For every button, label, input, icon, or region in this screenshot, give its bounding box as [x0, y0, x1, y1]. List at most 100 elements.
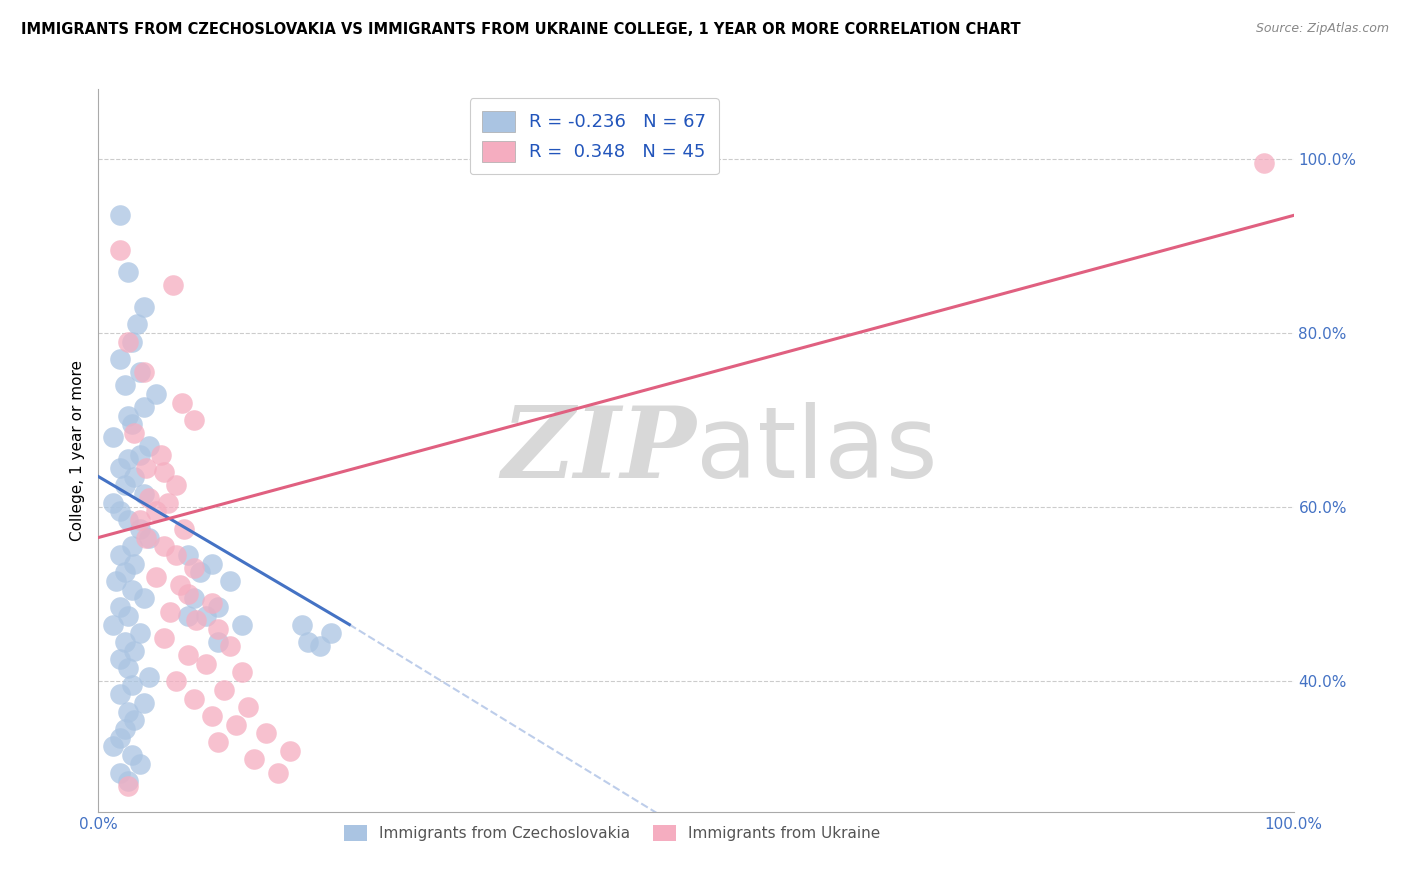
- Point: [135, 461, 157, 475]
- Point: [129, 756, 152, 771]
- Point: [297, 635, 319, 649]
- Point: [267, 765, 290, 780]
- Point: [132, 487, 155, 501]
- Point: [183, 561, 205, 575]
- Point: [165, 478, 187, 492]
- Point: [169, 578, 191, 592]
- Point: [308, 640, 330, 654]
- Point: [121, 678, 143, 692]
- Point: [117, 409, 139, 423]
- Point: [117, 774, 139, 789]
- Point: [153, 539, 176, 553]
- Point: [195, 657, 218, 671]
- Point: [291, 617, 314, 632]
- Point: [117, 779, 139, 793]
- Point: [114, 635, 136, 649]
- Point: [153, 631, 176, 645]
- Point: [101, 739, 124, 754]
- Point: [138, 439, 160, 453]
- Point: [165, 674, 187, 689]
- Point: [108, 652, 131, 666]
- Point: [121, 748, 143, 763]
- Point: [108, 687, 131, 701]
- Point: [129, 513, 152, 527]
- Point: [124, 557, 146, 571]
- Point: [207, 735, 229, 749]
- Point: [129, 365, 152, 379]
- Point: [254, 726, 277, 740]
- Point: [101, 496, 124, 510]
- Text: IMMIGRANTS FROM CZECHOSLOVAKIA VS IMMIGRANTS FROM UKRAINE COLLEGE, 1 YEAR OR MOR: IMMIGRANTS FROM CZECHOSLOVAKIA VS IMMIGR…: [21, 22, 1021, 37]
- Point: [231, 617, 253, 632]
- Point: [114, 722, 136, 736]
- Point: [132, 365, 155, 379]
- Point: [124, 714, 146, 728]
- Point: [132, 591, 155, 606]
- Point: [219, 574, 242, 588]
- Point: [114, 478, 136, 492]
- Point: [149, 448, 172, 462]
- Point: [101, 430, 124, 444]
- Legend: Immigrants from Czechoslovakia, Immigrants from Ukraine: Immigrants from Czechoslovakia, Immigran…: [337, 819, 887, 847]
- Point: [183, 691, 205, 706]
- Point: [188, 566, 211, 580]
- Point: [173, 522, 195, 536]
- Point: [183, 413, 205, 427]
- Point: [225, 717, 247, 731]
- Point: [207, 622, 229, 636]
- Point: [129, 448, 152, 462]
- Point: [101, 617, 124, 632]
- Point: [201, 557, 224, 571]
- Point: [177, 648, 200, 662]
- Point: [183, 591, 205, 606]
- Point: [132, 400, 155, 414]
- Point: [108, 765, 131, 780]
- Point: [138, 531, 160, 545]
- Point: [145, 570, 167, 584]
- Point: [321, 626, 343, 640]
- Point: [243, 752, 266, 766]
- Text: Source: ZipAtlas.com: Source: ZipAtlas.com: [1256, 22, 1389, 36]
- Point: [1253, 156, 1275, 170]
- Point: [121, 334, 143, 349]
- Point: [129, 522, 152, 536]
- Point: [124, 425, 146, 440]
- Point: [236, 700, 259, 714]
- Point: [121, 539, 143, 553]
- Point: [132, 300, 155, 314]
- Point: [201, 596, 224, 610]
- Point: [186, 613, 208, 627]
- Point: [138, 491, 160, 506]
- Point: [108, 244, 131, 258]
- Point: [108, 600, 131, 615]
- Point: [195, 608, 218, 623]
- Point: [138, 670, 160, 684]
- Point: [125, 317, 148, 331]
- Point: [231, 665, 253, 680]
- Y-axis label: College, 1 year or more: College, 1 year or more: [69, 360, 84, 541]
- Point: [219, 640, 242, 654]
- Point: [108, 209, 131, 223]
- Point: [121, 582, 143, 597]
- Point: [117, 334, 139, 349]
- Point: [165, 548, 187, 562]
- Point: [108, 352, 131, 367]
- Point: [132, 696, 155, 710]
- Point: [117, 265, 139, 279]
- Point: [124, 643, 146, 657]
- Point: [114, 378, 136, 392]
- Point: [108, 504, 131, 518]
- Point: [156, 496, 179, 510]
- Point: [212, 682, 235, 697]
- Point: [121, 417, 143, 432]
- Point: [278, 744, 301, 758]
- Point: [201, 709, 224, 723]
- Point: [172, 395, 194, 409]
- Point: [162, 278, 184, 293]
- Point: [145, 504, 167, 518]
- Point: [117, 513, 139, 527]
- Point: [114, 566, 136, 580]
- Point: [177, 548, 200, 562]
- Point: [177, 587, 200, 601]
- Point: [108, 548, 131, 562]
